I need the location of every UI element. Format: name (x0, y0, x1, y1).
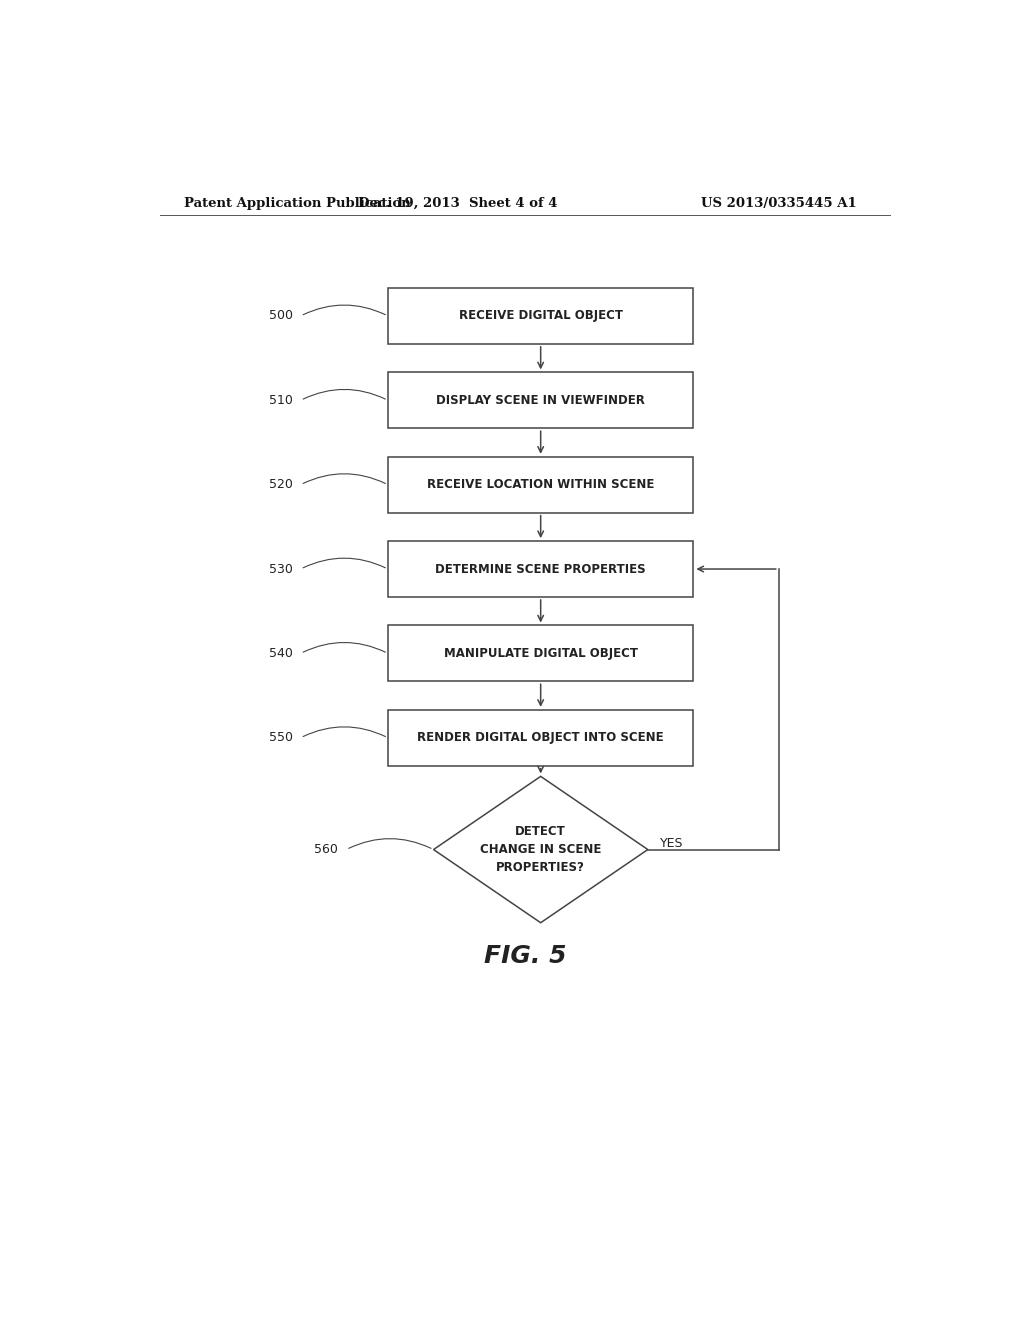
Bar (388, 457, 693, 512)
Text: 540: 540 (268, 647, 293, 660)
Text: 500: 500 (268, 309, 293, 322)
Text: FIG. 5: FIG. 5 (483, 944, 566, 969)
Text: 510: 510 (268, 393, 293, 407)
Text: 520: 520 (268, 478, 293, 491)
Bar (388, 710, 693, 766)
Text: Dec. 19, 2013  Sheet 4 of 4: Dec. 19, 2013 Sheet 4 of 4 (357, 197, 557, 210)
Text: YES: YES (659, 837, 683, 850)
Text: 550: 550 (268, 731, 293, 744)
Text: DETECT
CHANGE IN SCENE
PROPERTIES?: DETECT CHANGE IN SCENE PROPERTIES? (480, 825, 601, 874)
Text: DETERMINE SCENE PROPERTIES: DETERMINE SCENE PROPERTIES (435, 562, 646, 576)
Text: MANIPULATE DIGITAL OBJECT: MANIPULATE DIGITAL OBJECT (443, 647, 638, 660)
Text: 560: 560 (314, 843, 338, 857)
Text: DISPLAY SCENE IN VIEWFINDER: DISPLAY SCENE IN VIEWFINDER (436, 393, 645, 407)
Bar (388, 288, 693, 345)
Text: RECEIVE LOCATION WITHIN SCENE: RECEIVE LOCATION WITHIN SCENE (427, 478, 654, 491)
Text: 530: 530 (268, 562, 293, 576)
Text: Patent Application Publication: Patent Application Publication (183, 197, 411, 210)
Bar (388, 372, 693, 428)
Bar (388, 626, 693, 681)
Polygon shape (433, 776, 648, 923)
Text: RECEIVE DIGITAL OBJECT: RECEIVE DIGITAL OBJECT (459, 309, 623, 322)
Text: US 2013/0335445 A1: US 2013/0335445 A1 (700, 197, 857, 210)
Bar (388, 541, 693, 597)
Text: RENDER DIGITAL OBJECT INTO SCENE: RENDER DIGITAL OBJECT INTO SCENE (418, 731, 664, 744)
